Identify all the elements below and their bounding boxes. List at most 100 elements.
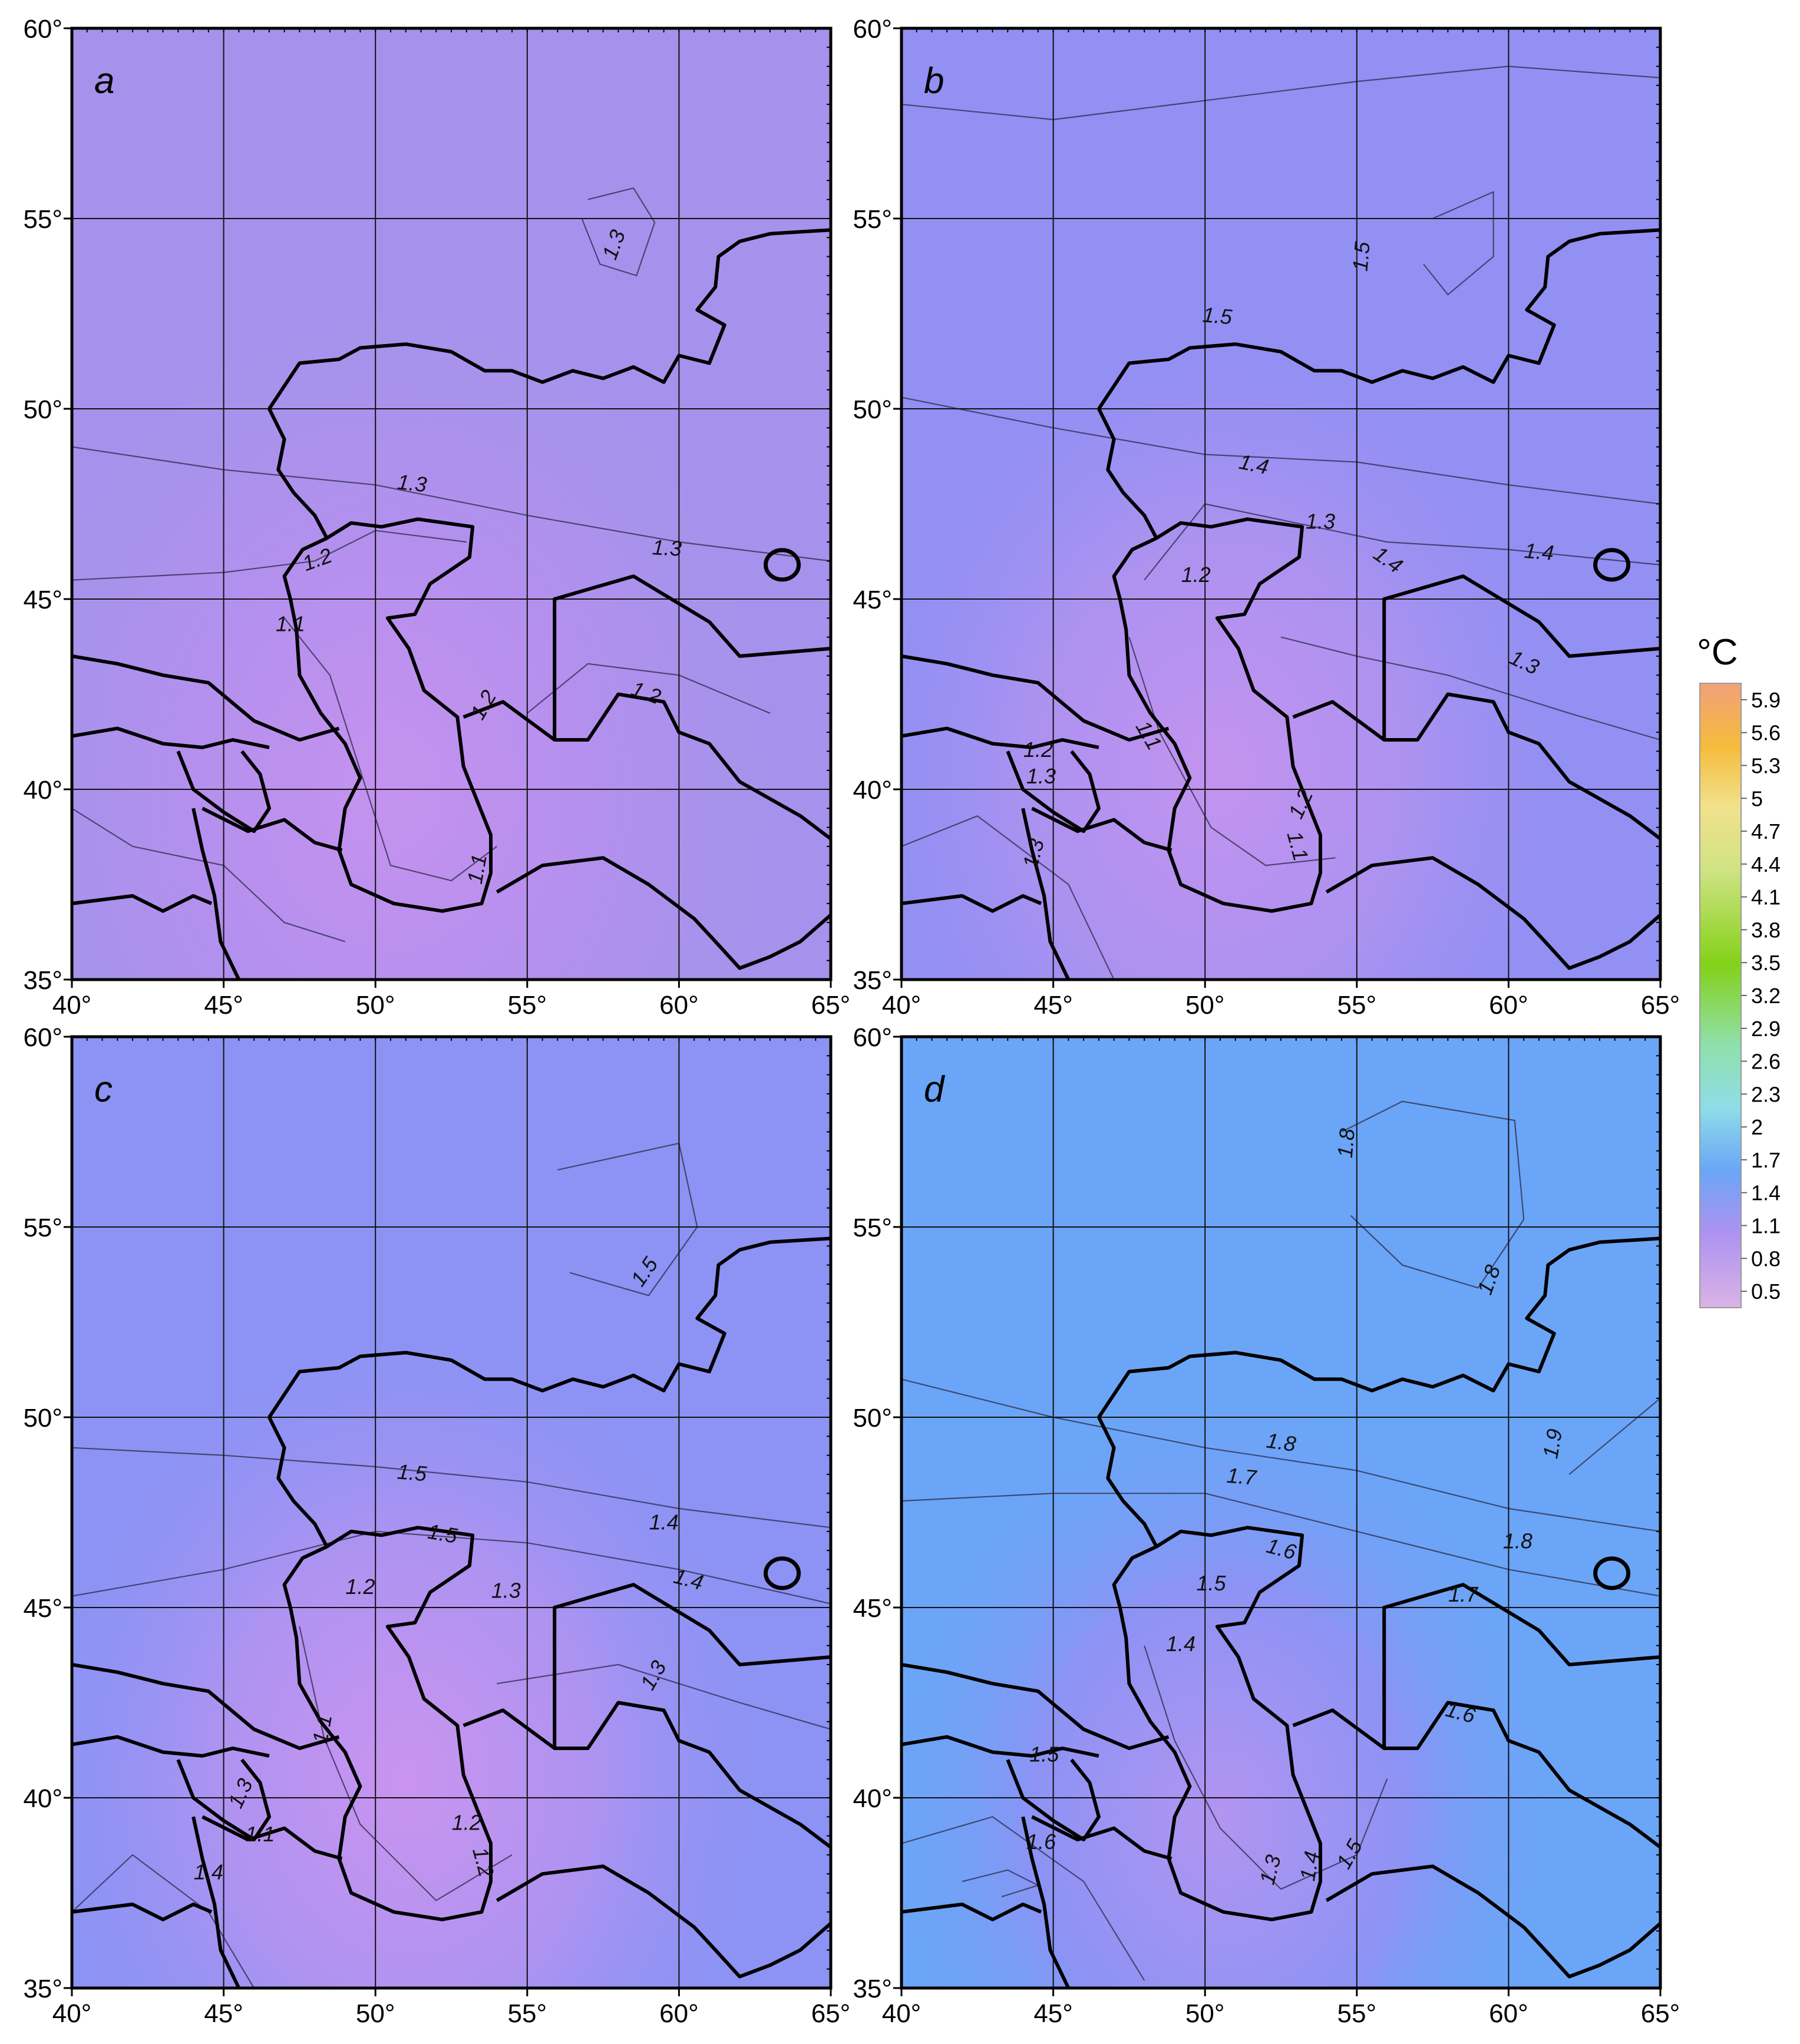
contour-label: 1.7 [1448, 1582, 1479, 1606]
country-border [1382, 1583, 1661, 1748]
contour-lines [901, 1100, 1661, 1981]
lat-tick-label: 55° [853, 205, 892, 234]
colorbar-unit-label: °C [1697, 632, 1738, 673]
lat-tick-label: 45° [853, 586, 892, 614]
country-border [901, 1662, 1170, 1750]
country-border [1097, 228, 1661, 410]
country-border [71, 726, 270, 749]
lon-tick-label: 55° [1337, 991, 1377, 1020]
lon-tick-label: 65° [1641, 991, 1680, 1020]
lon-tick-label: 50° [356, 991, 395, 1020]
country-border [1021, 1816, 1071, 1989]
contour-label: 1.4 [1295, 1850, 1324, 1883]
country-border [267, 408, 329, 540]
lat-tick-label: 60° [23, 1023, 62, 1052]
contour-label: 1.6 [1026, 1830, 1056, 1854]
contour-line [1341, 1100, 1525, 1289]
country-border [267, 1236, 831, 1418]
contour-label: 1.1 [245, 1822, 275, 1846]
colorbar-label: 5.3 [1751, 753, 1781, 778]
coastlines-and-borders [71, 228, 832, 981]
country-border [1325, 856, 1662, 970]
lon-tick-label: 45° [1033, 991, 1073, 1020]
country-border [1006, 1758, 1101, 1842]
colorbar-label: 2 [1751, 1115, 1763, 1139]
country-border [267, 1416, 329, 1548]
contour-label: 1.3 [1306, 509, 1335, 533]
lon-tick-label: 50° [1185, 1999, 1225, 2028]
caspian-sea-coast [282, 1526, 493, 1921]
contour-line [1128, 637, 1336, 866]
station-circle-marker [1593, 1556, 1631, 1590]
contour-line [1280, 636, 1661, 741]
contour-line [1423, 191, 1494, 296]
country-border [191, 1816, 241, 1989]
contour-line [71, 1854, 255, 1989]
graticule [72, 28, 831, 980]
colorbar-label: 3.2 [1751, 984, 1781, 1008]
colorbar-label: 3.5 [1751, 951, 1781, 975]
colorbar-label: 2.6 [1751, 1050, 1781, 1074]
colorbar-label: 4.4 [1751, 852, 1781, 877]
contour-label: 1.2 [1181, 563, 1211, 587]
lat-tick-label: 45° [853, 1594, 892, 1623]
caspian-sea-coast [1112, 1526, 1322, 1921]
graticule [901, 28, 1660, 980]
colorbar-label: 0.8 [1751, 1246, 1781, 1271]
panel-letter: a [94, 61, 114, 101]
country-border [901, 1902, 1042, 1921]
lat-tick-label: 45° [23, 1594, 62, 1623]
lon-tick-label: 45° [1033, 1999, 1073, 2028]
contour-line [901, 815, 1115, 980]
colorbar-label: 2.3 [1751, 1082, 1781, 1106]
graticule [901, 1037, 1660, 1988]
country-border [496, 856, 832, 970]
contour-label: 1.7 [1226, 1463, 1259, 1490]
temperature-low-shading [72, 28, 831, 980]
lon-tick-label: 40° [882, 1999, 922, 2028]
lon-tick-label: 55° [508, 991, 547, 1020]
contour-label: 1.5 [1201, 302, 1233, 329]
contour-line [299, 1626, 513, 1901]
country-border [553, 1583, 831, 1748]
country-border [1097, 1236, 1661, 1418]
contour-label: 1.8 [1503, 1529, 1533, 1553]
country-border [1097, 408, 1158, 540]
contour-lines [901, 65, 1661, 980]
lon-tick-label: 50° [1185, 991, 1225, 1020]
lat-tick-label: 45° [23, 586, 62, 614]
country-border [191, 808, 241, 981]
contour-label: 1.5 [1348, 240, 1375, 272]
lon-tick-label: 45° [204, 1999, 243, 2028]
contour-line [71, 1447, 831, 1529]
lat-tick-label: 40° [853, 1784, 892, 1813]
contour-label: 1.1 [463, 852, 491, 885]
contour-label: 1.8 [1333, 1127, 1359, 1159]
colorbar-ramp [1699, 683, 1742, 1308]
coastlines-and-borders [71, 1236, 832, 1989]
country-border [1031, 806, 1173, 852]
country-border [1021, 808, 1071, 981]
station-circle-marker [764, 1556, 801, 1590]
lat-tick-label: 40° [853, 776, 892, 805]
colorbar-label: 0.5 [1751, 1279, 1781, 1304]
country-border [1031, 1815, 1173, 1861]
contour-label: 1.1 [276, 612, 305, 636]
contour-line [1568, 1397, 1661, 1475]
country-border [202, 806, 343, 852]
country-border [176, 1758, 271, 1842]
country-border [463, 692, 832, 841]
lon-tick-label: 45° [204, 991, 243, 1020]
coastlines-and-borders [901, 228, 1662, 981]
lat-tick-label: 40° [23, 776, 62, 805]
lat-tick-label: 35° [853, 966, 892, 995]
country-border [1292, 1701, 1662, 1849]
country-border [901, 1735, 1099, 1758]
contour-label: 1.3 [396, 469, 428, 497]
contour-line [71, 530, 467, 581]
lon-tick-label: 65° [1641, 1999, 1680, 2028]
lon-tick-label: 55° [1337, 1999, 1377, 2028]
contour-label: 1.8 [1265, 1428, 1297, 1456]
lon-tick-label: 40° [52, 991, 92, 1020]
contour-label: 1.4 [1237, 449, 1271, 479]
